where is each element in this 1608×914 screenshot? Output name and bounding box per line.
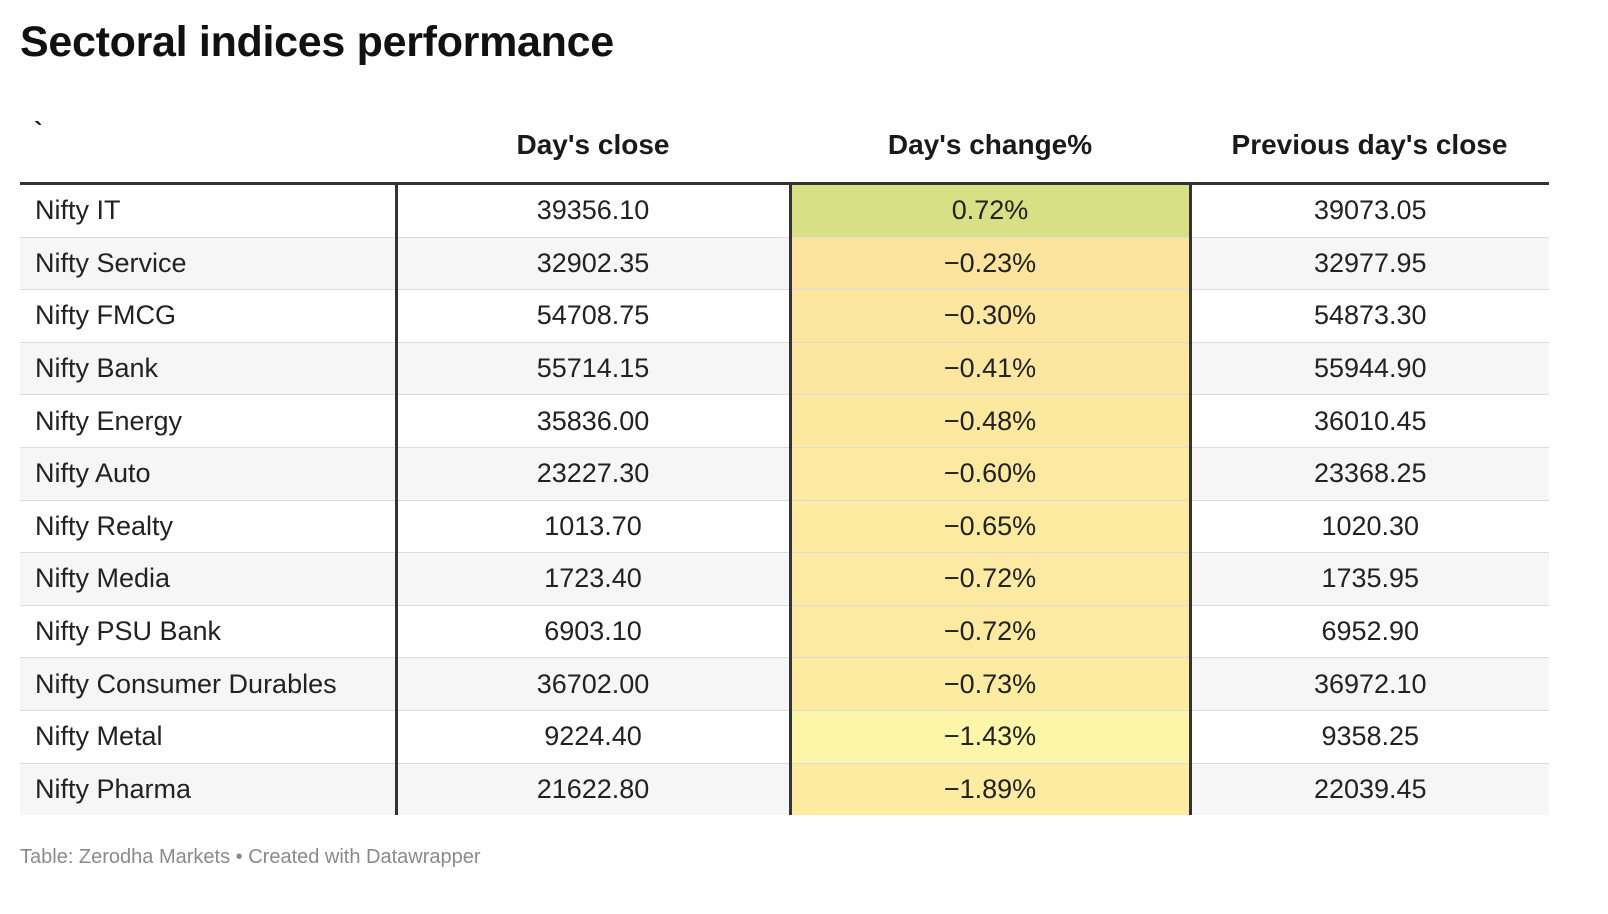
header-row: ` Day's close Day's change% Previous day… (20, 108, 1549, 185)
cell-previous-close: 1020.30 (1190, 500, 1549, 554)
table-body: Nifty IT 39356.10 0.72% 39073.05 Nifty Servi… (20, 183, 1549, 816)
column-header-name[interactable]: ` (20, 108, 396, 185)
cell-index-name: Nifty Realty (20, 500, 398, 554)
cell-index-name: Nifty Media (20, 552, 398, 606)
table-row: Nifty Consumer Durables 36702.00 −0.73% 369… (20, 657, 1549, 711)
cell-days-change: −0.72% (790, 605, 1192, 659)
cell-index-name: Nifty Metal (20, 710, 398, 764)
table-row: Nifty Bank 55714.15 −0.41% 55944.90 (20, 342, 1549, 396)
cell-index-name: Nifty Consumer Durables (20, 657, 398, 711)
cell-days-change: −1.89% (790, 763, 1192, 816)
column-header-prev[interactable]: Previous day's close (1190, 108, 1549, 185)
column-header-close[interactable]: Day's close (396, 108, 790, 185)
table-row: Nifty IT 39356.10 0.72% 39073.05 (20, 183, 1549, 238)
column-header-change[interactable]: Day's change% (790, 108, 1190, 185)
cell-days-close: 6903.10 (396, 605, 792, 659)
source-footer: Table: Zerodha Markets • Created with Da… (20, 846, 481, 868)
cell-days-close: 1723.40 (396, 552, 792, 606)
cell-days-change: −0.23% (790, 237, 1192, 291)
cell-days-close: 54708.75 (396, 289, 792, 343)
cell-previous-close: 9358.25 (1190, 710, 1549, 764)
cell-days-close: 36702.00 (396, 657, 792, 711)
sectoral-table: ` Day's close Day's change% Previous day… (20, 108, 1549, 816)
cell-index-name: Nifty FMCG (20, 289, 398, 343)
cell-previous-close: 23368.25 (1190, 447, 1549, 501)
table-row: Nifty Auto 23227.30 −0.60% 23368.25 (20, 447, 1549, 501)
cell-previous-close: 36010.45 (1190, 394, 1549, 448)
cell-days-change: −0.65% (790, 500, 1192, 554)
cell-index-name: Nifty Service (20, 237, 398, 291)
cell-index-name: Nifty Bank (20, 342, 398, 396)
cell-days-change: −0.41% (790, 342, 1192, 396)
cell-days-change: −0.30% (790, 289, 1192, 343)
cell-previous-close: 54873.30 (1190, 289, 1549, 343)
cell-index-name: Nifty IT (20, 183, 398, 238)
cell-previous-close: 39073.05 (1190, 183, 1549, 238)
cell-days-change: −0.60% (790, 447, 1192, 501)
cell-index-name: Nifty Energy (20, 394, 398, 448)
cell-index-name: Nifty Auto (20, 447, 398, 501)
table-row: Nifty FMCG 54708.75 −0.30% 54873.30 (20, 289, 1549, 343)
table-row: Nifty Pharma 21622.80 −1.89% 22039.45 (20, 763, 1549, 816)
cell-days-close: 55714.15 (396, 342, 792, 396)
cell-days-change: 0.72% (790, 183, 1192, 238)
cell-days-change: −1.43% (790, 710, 1192, 764)
cell-index-name: Nifty Pharma (20, 763, 398, 816)
cell-previous-close: 36972.10 (1190, 657, 1549, 711)
cell-previous-close: 6952.90 (1190, 605, 1549, 659)
table-row: Nifty Metal 9224.40 −1.43% 9358.25 (20, 710, 1549, 764)
cell-previous-close: 55944.90 (1190, 342, 1549, 396)
cell-days-change: −0.48% (790, 394, 1192, 448)
table-row: Nifty Service 32902.35 −0.23% 32977.95 (20, 237, 1549, 291)
page-title: Sectoral indices performance (20, 18, 614, 66)
cell-days-close: 23227.30 (396, 447, 792, 501)
table-row: Nifty Media 1723.40 −0.72% 1735.95 (20, 552, 1549, 606)
table-row: Nifty Realty 1013.70 −0.65% 1020.30 (20, 500, 1549, 554)
cell-index-name: Nifty PSU Bank (20, 605, 398, 659)
cell-days-change: −0.72% (790, 552, 1192, 606)
cell-days-close: 9224.40 (396, 710, 792, 764)
cell-days-change: −0.73% (790, 657, 1192, 711)
cell-days-close: 1013.70 (396, 500, 792, 554)
cell-previous-close: 22039.45 (1190, 763, 1549, 816)
cell-days-close: 35836.00 (396, 394, 792, 448)
cell-previous-close: 1735.95 (1190, 552, 1549, 606)
table-row: Nifty Energy 35836.00 −0.48% 36010.45 (20, 394, 1549, 448)
cell-days-close: 21622.80 (396, 763, 792, 816)
cell-days-close: 39356.10 (396, 183, 792, 238)
cell-days-close: 32902.35 (396, 237, 792, 291)
table-row: Nifty PSU Bank 6903.10 −0.72% 6952.90 (20, 605, 1549, 659)
cell-previous-close: 32977.95 (1190, 237, 1549, 291)
